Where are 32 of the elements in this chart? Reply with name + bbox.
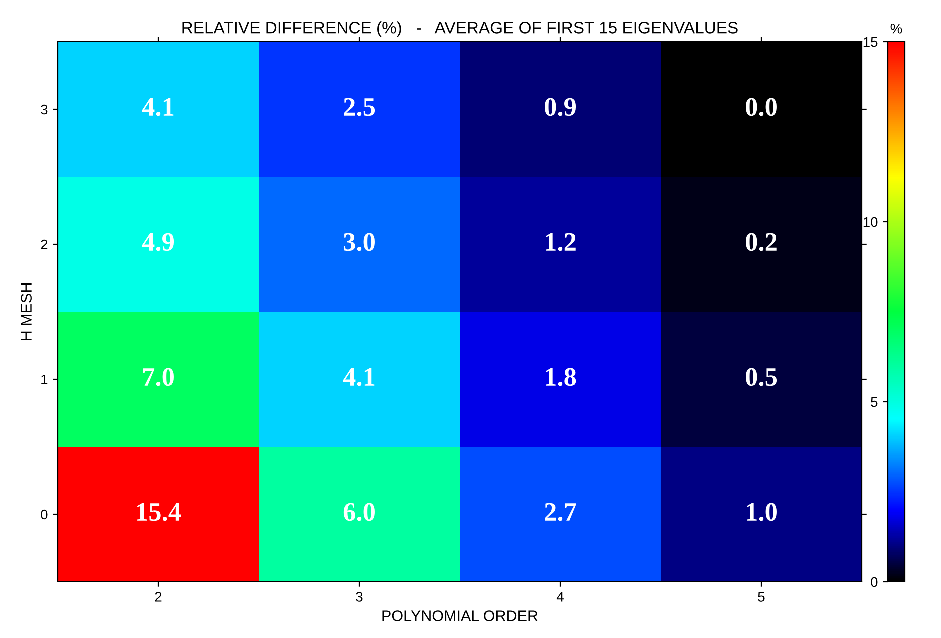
data-label: 0.2 (746, 233, 777, 252)
x-tick-label: 3 (356, 592, 363, 602)
data-label: 3.0 (344, 233, 375, 252)
data-label: 0.5 (746, 368, 778, 386)
y-tick-label: 3 (41, 104, 48, 115)
data-label: 1.8 (546, 368, 576, 386)
data-label: 0.0 (746, 98, 777, 116)
data-label: 1.0 (747, 503, 777, 522)
x-axis-title: POLYNOMIAL ORDER (382, 610, 538, 622)
y-tick-label: 1 (42, 374, 48, 385)
data-label: 1.2 (546, 233, 576, 252)
color-bar-label: 15 (864, 37, 878, 48)
y-axis-title: H MESH (21, 284, 32, 340)
data-label: 7.0 (144, 368, 174, 386)
color-bar-label: 5 (871, 397, 878, 408)
data-label: 0.9 (545, 98, 576, 116)
y-tick-label: 0 (41, 510, 48, 520)
data-label: 4.9 (142, 233, 174, 252)
data-label: 4.1 (343, 368, 375, 386)
data-label: 6.0 (344, 503, 375, 522)
y-tick-label: 2 (41, 240, 48, 250)
color-bar-label: 0 (871, 577, 878, 588)
color-bar-label: 10 (864, 217, 878, 228)
x-tick-label: 4 (556, 592, 564, 602)
chart-title: RELATIVE DIFFERENCE (%) - AVERAGE OF FIRST 15 EIGENVALUES (182, 22, 738, 38)
x-tick-label: 2 (155, 592, 162, 602)
data-label: 15.4 (138, 503, 182, 522)
x-tick-label: 5 (758, 592, 765, 602)
data-label: 2.5 (344, 98, 376, 116)
data-label: 4.1 (142, 98, 174, 116)
color-bar-title: % (890, 24, 902, 34)
data-label: 2.7 (545, 503, 576, 522)
